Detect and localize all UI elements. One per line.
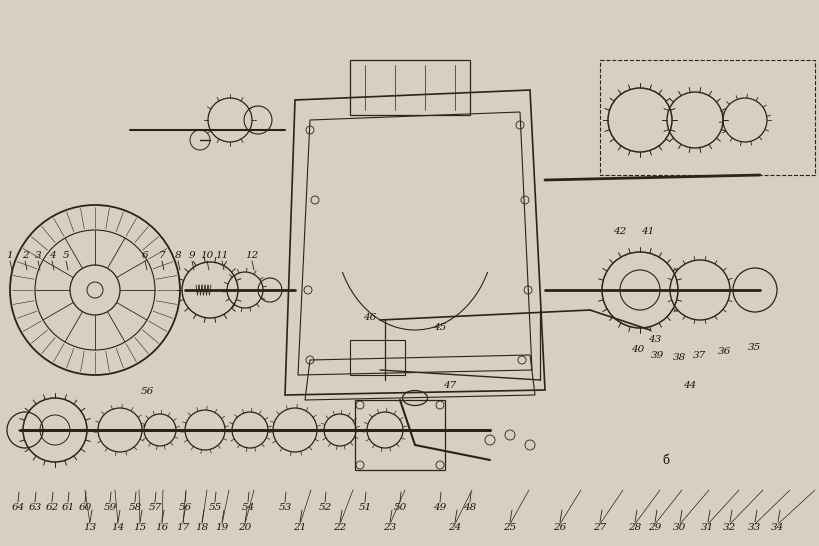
Text: 51: 51 [358, 503, 371, 513]
Text: 10: 10 [200, 251, 214, 259]
Text: 57: 57 [148, 503, 161, 513]
Text: 44: 44 [682, 381, 696, 389]
Text: 20: 20 [238, 524, 251, 532]
Text: 56: 56 [179, 503, 192, 513]
Text: 27: 27 [593, 524, 606, 532]
Text: 26: 26 [553, 524, 566, 532]
Text: 14: 14 [111, 524, 124, 532]
Bar [350, 340, 405, 375]
Text: 17: 17 [176, 524, 189, 532]
Bar [355, 400, 445, 470]
Text: 6: 6 [142, 251, 148, 259]
Text: 55: 55 [208, 503, 221, 513]
Text: 4: 4 [48, 251, 55, 259]
Text: 7: 7 [159, 251, 165, 259]
Text: 43: 43 [648, 335, 661, 345]
Text: 8: 8 [174, 251, 181, 259]
Text: 42: 42 [613, 228, 626, 236]
Text: 35: 35 [748, 343, 761, 353]
Bar [350, 60, 469, 115]
Text: б: б [662, 454, 669, 466]
Text: 16: 16 [155, 524, 169, 532]
Text: 18: 18 [195, 524, 208, 532]
Text: 60: 60 [79, 503, 92, 513]
Text: 9: 9 [188, 251, 195, 259]
Text: 21: 21 [293, 524, 306, 532]
Text: 56: 56 [140, 388, 153, 396]
Text: 41: 41 [640, 228, 654, 236]
Text: 50: 50 [393, 503, 406, 513]
Text: 2: 2 [21, 251, 29, 259]
Text: 5: 5 [62, 251, 70, 259]
Text: 48: 48 [463, 503, 476, 513]
Text: 63: 63 [29, 503, 42, 513]
Text: 53: 53 [278, 503, 292, 513]
Text: 47: 47 [443, 381, 456, 389]
Text: 64: 64 [11, 503, 25, 513]
Text: 23: 23 [383, 524, 396, 532]
Text: 24: 24 [448, 524, 461, 532]
Text: 54: 54 [241, 503, 255, 513]
Text: 1: 1 [7, 251, 13, 259]
Text: 25: 25 [503, 524, 516, 532]
Text: 40: 40 [631, 346, 644, 354]
Text: 59: 59 [103, 503, 116, 513]
Text: 30: 30 [672, 524, 686, 532]
Text: 3: 3 [34, 251, 41, 259]
Text: 58: 58 [129, 503, 142, 513]
Text: 29: 29 [648, 524, 661, 532]
Bar [600, 60, 814, 175]
Text: 38: 38 [672, 353, 686, 363]
Text: 32: 32 [722, 524, 735, 532]
Text: 34: 34 [771, 524, 784, 532]
Text: 52: 52 [318, 503, 331, 513]
Text: 28: 28 [627, 524, 640, 532]
Text: 62: 62 [45, 503, 58, 513]
Text: 13: 13 [84, 524, 97, 532]
Text: 37: 37 [693, 352, 706, 360]
Text: 22: 22 [333, 524, 346, 532]
Text: 31: 31 [700, 524, 713, 532]
Text: 46: 46 [363, 312, 376, 322]
Text: 12: 12 [245, 251, 258, 259]
Text: 19: 19 [215, 524, 229, 532]
Text: 45: 45 [433, 323, 446, 331]
Text: 36: 36 [717, 347, 731, 357]
Text: 39: 39 [650, 351, 664, 359]
Text: 49: 49 [433, 503, 446, 513]
Text: 61: 61 [61, 503, 75, 513]
Text: 11: 11 [215, 251, 229, 259]
Text: 33: 33 [748, 524, 761, 532]
Text: 15: 15 [133, 524, 147, 532]
